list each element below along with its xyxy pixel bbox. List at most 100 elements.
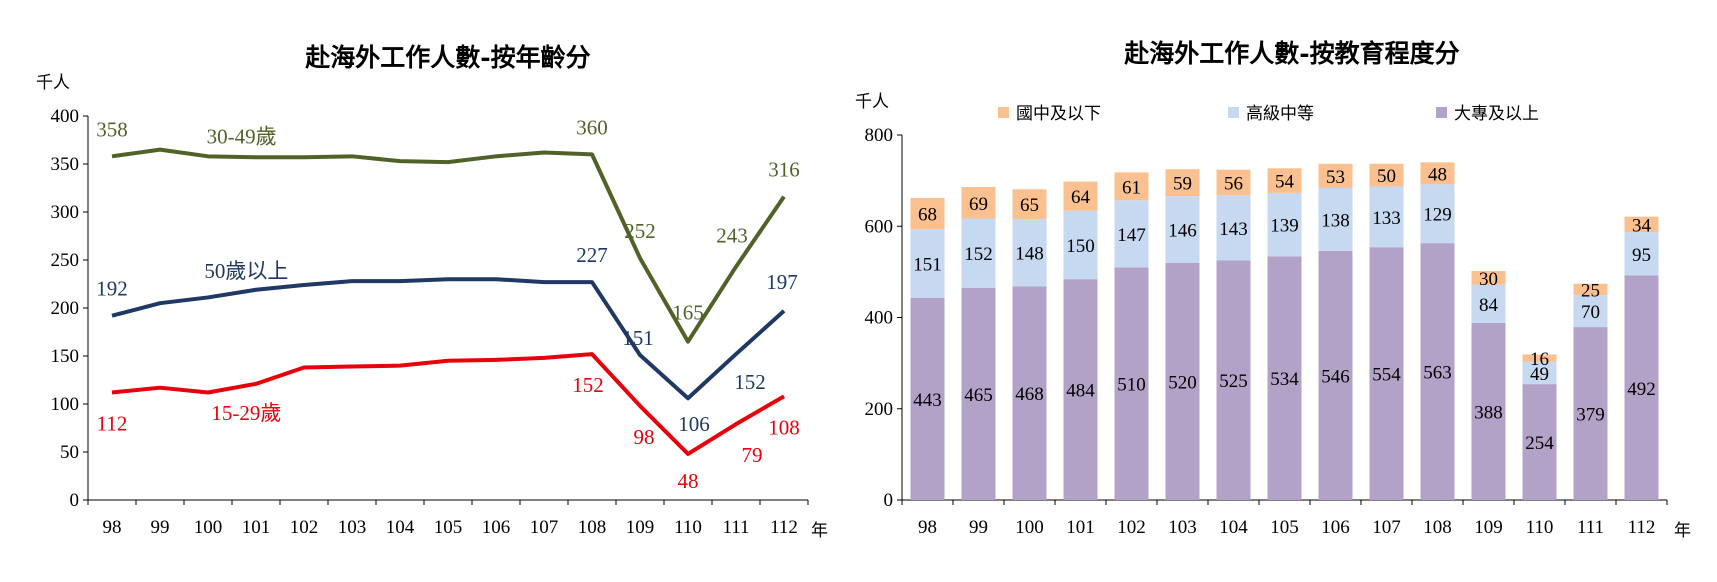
bar-segment (1165, 262, 1200, 500)
bar-segment (1063, 279, 1098, 500)
x-tick-label: 100 (194, 517, 223, 538)
bar-value-label: 64 (1071, 187, 1091, 208)
chart-title: 赴海外工作人數-按年齡分 (304, 43, 590, 72)
bar-value-label: 49 (1530, 364, 1549, 385)
y-tick-label: 200 (865, 399, 894, 420)
data-label: 227 (576, 243, 608, 267)
x-axis-unit-label: 年 (811, 521, 828, 541)
bar-segment (1267, 256, 1302, 500)
x-tick-label: 110 (674, 517, 702, 538)
y-tick-label: 100 (51, 394, 80, 415)
data-label: 108 (768, 415, 800, 439)
bar-segment (1012, 286, 1047, 500)
y-tick-label: 200 (51, 298, 80, 319)
bar-value-label: 146 (1168, 220, 1197, 241)
bar-value-label: 147 (1117, 225, 1146, 246)
legend-label: 國中及以下 (1016, 104, 1101, 124)
bar-value-label: 84 (1479, 295, 1499, 316)
x-tick-label: 107 (530, 517, 559, 538)
bar-segment (1624, 216, 1659, 233)
bar-value-label: 484 (1066, 381, 1095, 402)
legend-entry: 國中及以下 (998, 104, 1101, 124)
bar-segment (1216, 169, 1251, 196)
y-tick-label: 400 (51, 106, 80, 127)
bar-value-label: 54 (1275, 172, 1295, 193)
legend-entry: 大專及以上 (1436, 104, 1539, 124)
series-name-label: 15-29歲 (211, 401, 281, 425)
bar-value-label: 69 (969, 194, 988, 215)
bar-value-label: 143 (1219, 219, 1248, 240)
x-tick-label: 104 (1219, 517, 1248, 538)
data-label: 112 (97, 411, 128, 435)
bar-value-label: 152 (964, 244, 993, 265)
bar-stack: 510 147 61 (1114, 172, 1149, 500)
bar-value-label: 150 (1066, 236, 1095, 257)
bar-segment (1522, 361, 1557, 385)
x-axis-unit-label: 年 (1674, 521, 1691, 541)
y-tick-label: 350 (51, 154, 80, 175)
bar-segment (1369, 186, 1404, 248)
y-tick-label: 600 (865, 216, 894, 237)
x-tick-label: 103 (1168, 517, 1197, 538)
series-0: 358 360 252 165 243 316 30-49歲 (96, 115, 800, 344)
bar-segment (1318, 187, 1353, 251)
x-tick-label: 107 (1372, 517, 1401, 538)
bar-segment (910, 297, 945, 500)
data-label: 192 (96, 277, 128, 301)
bar-segment (1012, 189, 1047, 219)
bar-segment (1114, 267, 1149, 500)
y-tick-label: 0 (884, 490, 894, 511)
bar-value-label: 443 (913, 390, 942, 411)
bar-value-label: 61 (1122, 177, 1141, 198)
bar-segment (1165, 169, 1200, 197)
bar-stack: 534 139 54 (1267, 168, 1302, 500)
bar-stack: 563 129 48 (1420, 162, 1455, 500)
bar-value-label: 70 (1581, 302, 1600, 323)
x-tick-label: 108 (578, 517, 607, 538)
x-tick-label: 104 (386, 517, 415, 538)
x-tick-label: 100 (1015, 517, 1044, 538)
bar-stack: 484 150 64 (1063, 181, 1098, 500)
bar-value-label: 148 (1015, 244, 1044, 265)
data-label: 98 (634, 425, 655, 449)
bar-segment (1063, 210, 1098, 280)
bar-value-label: 133 (1372, 208, 1401, 229)
bar-value-label: 95 (1632, 245, 1651, 266)
bar-segment (1522, 384, 1557, 500)
bar-value-label: 563 (1423, 363, 1452, 384)
bar-value-label: 388 (1474, 402, 1503, 423)
data-label: 79 (742, 443, 763, 467)
bar-segment (1624, 275, 1659, 500)
x-tick-label: 101 (242, 517, 271, 538)
data-label: 243 (716, 224, 748, 248)
series-name-label: 50歲以上 (204, 259, 288, 283)
bar-segment (1369, 247, 1404, 500)
bar-segment (1318, 250, 1353, 500)
bar-value-label: 129 (1423, 205, 1452, 226)
bar-segment (1114, 200, 1149, 268)
bar-segment (961, 187, 996, 219)
y-tick-label: 400 (865, 308, 894, 329)
bar-value-label: 138 (1321, 210, 1350, 231)
bar-value-label: 465 (964, 385, 993, 406)
x-tick-label: 112 (770, 517, 798, 538)
y-tick-label: 800 (865, 125, 894, 146)
x-tick-label: 108 (1423, 517, 1452, 538)
bar-segment (1012, 218, 1047, 287)
bar-stack: 520 146 59 (1165, 169, 1200, 500)
bar-segment (1318, 163, 1353, 188)
legend-label: 大專及以上 (1454, 104, 1539, 124)
bar-value-label: 492 (1627, 379, 1656, 400)
y-tick-label: 150 (51, 346, 80, 367)
x-tick-label: 105 (1270, 517, 1299, 538)
x-tick-label: 110 (1526, 517, 1554, 538)
bar-segment (1267, 192, 1302, 257)
y-tick-label: 300 (51, 202, 80, 223)
series-1: 192 227 151 106 152 197 50歲以上 (96, 243, 798, 436)
y-axis-unit-label: 千人 (36, 73, 70, 93)
x-tick-label: 109 (626, 517, 655, 538)
bar-segment (1624, 232, 1659, 276)
bar-value-label: 525 (1219, 371, 1248, 392)
